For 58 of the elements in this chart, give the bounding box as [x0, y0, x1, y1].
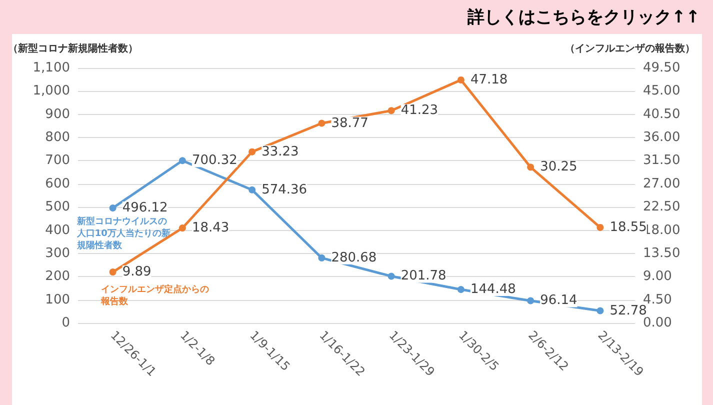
data-label: 700.32	[192, 153, 238, 168]
y2-tick-label: 22.50	[643, 200, 680, 215]
point	[318, 254, 326, 262]
point	[457, 286, 464, 294]
point	[248, 148, 256, 156]
y2-axis-title: （インフルエンザの報告数）	[565, 42, 695, 54]
data-label: 574.36	[262, 182, 308, 198]
y2-tick-label: 9.00	[643, 269, 672, 284]
data-label: 496.12	[122, 200, 168, 216]
y2-tick-label: 13.50	[643, 246, 680, 261]
y-axis-title: （新型コロナ新規陽性者数）	[8, 42, 138, 54]
point	[596, 307, 604, 314]
chart-title: 詳しくはこちらをクリック↑↑	[466, 8, 700, 28]
data-label: 96.14	[540, 293, 578, 308]
y2-tick-label: 0.00	[643, 316, 672, 330]
y2-tick-label: 31.50	[643, 153, 680, 168]
y-tick-label: 600	[45, 176, 70, 192]
y-tick-label: 1,000	[32, 84, 70, 99]
y-tick-label: 800	[45, 130, 70, 146]
point	[388, 272, 395, 280]
data-label: 280.68	[331, 250, 377, 266]
data-label: 47.18	[470, 72, 508, 88]
data-label: 30.25	[540, 160, 578, 175]
y-tick-label: 200	[45, 269, 70, 284]
data-label: 38.77	[331, 116, 368, 131]
y-tick-label: 300	[45, 246, 70, 261]
text: 新型コロナウイルスの人口10万人当たりの新規陽性者数	[76, 216, 170, 251]
point	[178, 157, 186, 164]
y2-tick-label: 27.00	[643, 176, 680, 192]
point	[318, 120, 326, 127]
data-label: 9.89	[122, 264, 152, 280]
y-tick-label: 500	[45, 200, 70, 215]
data-label: 52.78	[610, 303, 647, 318]
point	[527, 164, 534, 171]
point	[248, 186, 256, 194]
point	[527, 297, 534, 304]
y-tick-label: 100	[45, 292, 70, 308]
y2-tick-label: 40.50	[643, 106, 680, 122]
y2-tick-label: 45.00	[643, 84, 680, 99]
data-label: 33.23	[262, 144, 299, 160]
y-tick-label: 900	[45, 106, 70, 122]
y-tick-label: 400	[45, 222, 70, 238]
series-label: インフルエンザ定点からの報告数	[100, 284, 209, 308]
y-tick-label: 700	[45, 153, 70, 168]
point	[178, 224, 186, 232]
data-label: 144.48	[470, 282, 516, 298]
y2-tick-label: 49.50	[643, 60, 680, 76]
y2-tick-label: 36.00	[643, 130, 680, 146]
point	[388, 107, 395, 114]
y-tick-label: 1,100	[32, 60, 70, 76]
data-label: 18.43	[192, 220, 230, 236]
point	[109, 268, 116, 276]
point	[596, 224, 604, 231]
point	[109, 204, 116, 212]
data-label: 201.78	[400, 268, 446, 284]
y-tick-label: 0	[62, 316, 70, 330]
data-label: 41.23	[400, 103, 438, 118]
point	[457, 76, 464, 84]
